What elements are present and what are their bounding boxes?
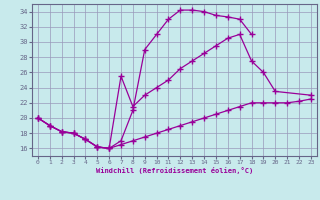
X-axis label: Windchill (Refroidissement éolien,°C): Windchill (Refroidissement éolien,°C)	[96, 167, 253, 174]
